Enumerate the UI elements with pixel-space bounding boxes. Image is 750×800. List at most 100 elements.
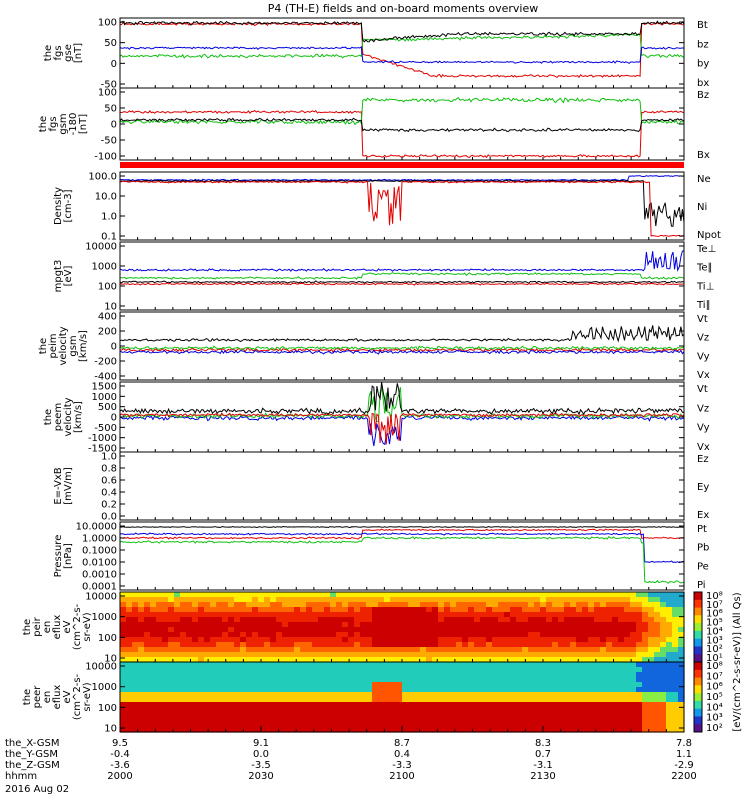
y-axis-label: en [42,691,53,704]
series-line-vx-ion [119,349,685,355]
y-tick-label: 1000 [92,612,117,623]
y-tick-label: 100 [98,703,117,714]
legend-entry: Vt [697,314,708,325]
ephemeris-value: 2000 [107,771,132,782]
y-axis-label: [cm-3] [63,189,74,222]
y-tick-label: 1000 [92,262,117,273]
ephemeris-value: 2130 [530,771,555,782]
y-tick-label: 0.1 [101,232,117,243]
colorbar-tick-label: 10² [706,644,723,655]
ephemeris-label: the_X-GSM [5,738,59,749]
legend-entry: Ni [697,202,707,213]
y-axis-label: the [22,689,33,705]
y-tick-label: 1.0 [101,212,117,223]
panel-frame [119,311,685,381]
y-tick-label: 0.1000 [82,546,117,557]
panel-density: 100.0 10.0 1.0 0.1 Density [cm-3] Ne Ni Npot [53,171,721,243]
panel-efield: 1.00.80.60.40.20.0 E=-VxB [mV/m] Ez Ey Ex [53,451,709,523]
y-tick-label: -1000 [88,433,117,444]
legend-entry: bx [697,78,709,89]
y-axis-label: velocity [58,326,69,365]
legend-entry: Te⊥ [696,244,716,255]
y-axis-label: peim [48,333,59,358]
y-axis-label: Pressure [53,535,64,578]
y-axis-label: eV [62,690,73,703]
series-line-te-perp [119,282,685,286]
colorbar-tick-label: 10⁴ [706,626,723,637]
legend-entry: Ez [697,454,709,465]
series-line-te-par [119,280,685,284]
ephemeris-value: 1.1 [676,749,692,760]
y-tick-label: 1000 [92,682,117,693]
legend-entry: Vz [697,333,709,344]
y-axis-label: the [22,619,33,635]
y-axis-label: sr-eV) [82,612,93,641]
quality-flag-bar [120,162,684,168]
y-tick-label: 100 [98,88,117,99]
ephemeris-label: the_Z-GSM [5,760,60,771]
legend-entry: Vt [697,384,708,395]
series-line-vx-ele [119,415,685,447]
y-tick-label: 10 [104,724,117,735]
y-tick-label: 50 [104,38,117,49]
colorbar-tick-label: 10³ [706,713,723,724]
y-tick-label: 0.8 [101,464,117,475]
series-line-ti-perp [119,249,685,272]
y-tick-label: 1000 [92,392,117,403]
legend-entry: Vx [697,370,710,381]
panel-ion-velocity: 400 200 0 -200 -400 the peim velocity gsm [km/s] V… [38,311,710,383]
ephemeris-value: 9.5 [112,738,128,749]
panel-frame [119,17,685,89]
y-axis-label: peir [32,616,43,636]
legend-entry: Ey [697,482,709,493]
ephemeris-value: -0.4 [110,749,130,760]
ephemeris-label: the_Y-GSM [5,749,58,760]
legend-entry: by [697,59,709,70]
y-tick-label: 10000 [85,662,117,673]
ephemeris-value: 2030 [248,771,273,782]
y-axis-label: [km/s] [78,330,89,362]
legend-entry: Ti⊥ [696,281,714,292]
ephemeris-value: 9.1 [253,738,269,749]
panel-fgs-gsm: 100 50 0 -50 -100 the fgs gsm -180 [nT] Bz Bx [38,87,710,163]
panel-fgs-gse: 100 50 0 -50 the fgs gse [nT] Bt bz by bx [43,17,709,91]
electron-spectrogram-image [120,662,685,733]
y-axis-label: mpgt3 [53,260,64,293]
y-tick-label: 0 [111,413,117,424]
y-tick-label: 0.2 [101,500,117,511]
colorbar-tick-label: 10⁸ [706,661,723,672]
y-tick-label: -200 [94,357,117,368]
y-axis-label: eflux [52,615,63,640]
y-axis-label: E=-VxB [53,467,64,504]
series-line-npot [119,175,685,182]
y-tick-label: 10.0000 [76,522,117,533]
ephemeris-value: -3.6 [110,760,130,771]
ephemeris-value: -3.3 [392,760,412,771]
legend-entry: Vx [697,442,710,453]
ephemeris-value: 0.0 [253,749,269,760]
series-line-bz-gse [119,21,685,79]
legend-entry: Ti∥ [696,300,711,311]
ephemeris-value: 8.3 [535,738,551,749]
y-tick-label: 0 [111,59,117,70]
colorbar-tick-label: 10⁴ [706,702,723,713]
ephemeris-label: hhmm [5,771,37,782]
legend-entry: Vy [697,351,710,362]
legend-entry: Ne [697,174,711,185]
y-axis-label: -180 [68,113,79,136]
y-tick-label: 10.0 [95,192,117,203]
y-axis-label: [km/s] [73,401,84,433]
y-tick-label: 0.0100 [82,558,117,569]
ephemeris-value: 8.7 [394,738,410,749]
legend-entry: Vy [697,423,710,434]
colorbar-tick-label: 10⁵ [706,692,723,703]
y-tick-label: 1.0000 [82,534,117,545]
series-line-ni [119,179,685,227]
y-axis-label: [mV/m] [63,467,74,505]
series-line-vt-ele [119,382,685,416]
y-axis-label: [nPa] [63,543,74,569]
y-tick-label: 1500 [92,382,117,393]
legend-entry: Bx [697,150,710,161]
colorbar-tick-label: 10⁶ [706,609,723,620]
